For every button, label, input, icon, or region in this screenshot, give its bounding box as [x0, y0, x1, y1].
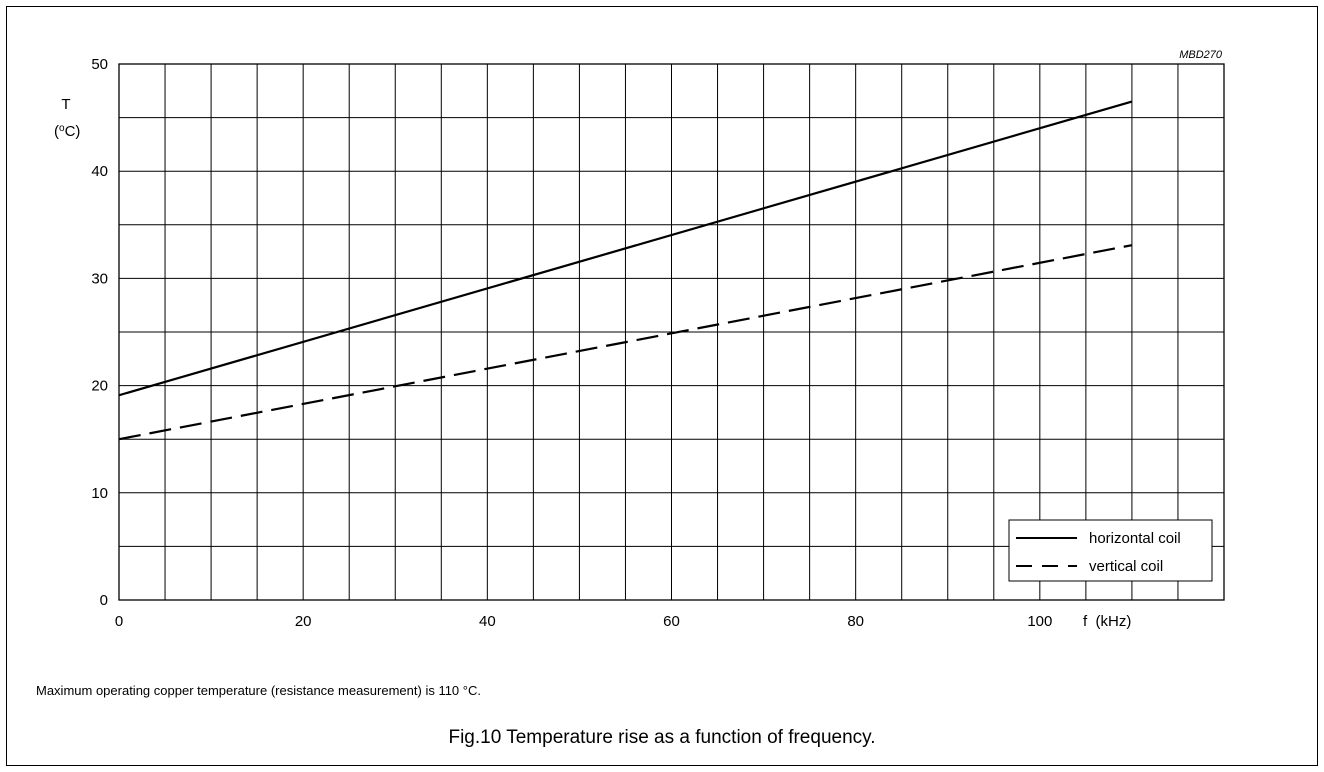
chart-series	[118, 100, 1133, 441]
y-tick-label: 30	[91, 270, 108, 287]
legend: horizontal coil vertical coil	[1008, 519, 1213, 582]
y-tick-label: 0	[100, 592, 108, 609]
legend-label-vertical-coil: vertical coil	[1089, 558, 1163, 575]
series-line-horizontal-coil	[118, 100, 1133, 397]
figure-code: MBD270	[1179, 49, 1223, 61]
x-tick-label: 80	[847, 613, 864, 630]
y-axis-label: T	[61, 96, 70, 113]
series-line-vertical-coil	[118, 244, 1133, 441]
x-tick-label: 20	[295, 613, 312, 630]
figure-note: Maximum operating copper temperature (re…	[36, 683, 481, 698]
x-tick-label: 100	[1027, 613, 1052, 630]
x-tick-label: 60	[663, 613, 680, 630]
chart-tick-labels: 0 20 40 60 80 100 0 10 20 30 40 50	[91, 56, 1052, 630]
x-tick-label: 40	[479, 613, 496, 630]
y-tick-label: 20	[91, 378, 108, 395]
legend-label-horizontal-coil: horizontal coil	[1089, 530, 1181, 547]
y-tick-label: 10	[91, 485, 108, 502]
x-axis-label: f (kHz)	[1083, 613, 1131, 630]
y-tick-label: 40	[91, 163, 108, 180]
plot-border	[118, 63, 1225, 601]
legend-box	[1008, 519, 1213, 582]
y-tick-label: 50	[91, 56, 108, 73]
chart: 0 20 40 60 80 100 0 10 20 30 40 50 MBD270 T (oC) ho…	[54, 49, 1225, 630]
chart-grid	[118, 63, 1225, 601]
y-axis-unit: (oC)	[54, 123, 80, 141]
x-tick-label: 0	[115, 613, 123, 630]
figure-caption: Fig.10 Temperature rise as a function of…	[448, 727, 876, 748]
